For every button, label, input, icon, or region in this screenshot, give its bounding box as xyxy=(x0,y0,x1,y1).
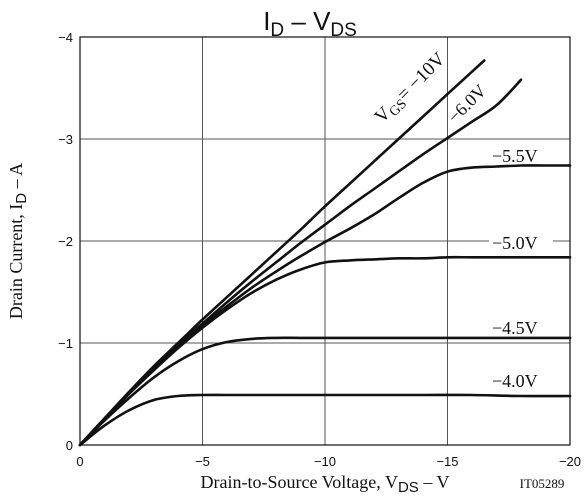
y-tick-label: −4 xyxy=(58,30,73,45)
x-tick-label: −10 xyxy=(314,454,336,469)
y-tick-labels: 0 −1 −2 −3 −4 xyxy=(58,30,73,453)
chart-title: ID – VDS xyxy=(263,6,357,41)
label-5-5v: −5.5V xyxy=(492,146,538,166)
label-6v: −6.0V xyxy=(444,80,490,126)
x-tick-label: −20 xyxy=(559,454,581,469)
label-4v: −4.0V xyxy=(492,371,538,391)
y-tick-label: −2 xyxy=(58,234,73,249)
x-tick-label: −5 xyxy=(195,454,210,469)
series-line-4 xyxy=(78,336,572,447)
label-4-5v: −4.5V xyxy=(492,318,538,338)
label-5v-bg xyxy=(489,233,553,253)
x-axis-label: Drain-to-Source Voltage, VDS – V xyxy=(201,472,450,496)
label-vgs-10v: VGS= −10V xyxy=(371,48,452,129)
series-line-3 xyxy=(78,255,572,447)
label-5v: −5.0V xyxy=(492,233,538,253)
y-tick-label: −1 xyxy=(58,336,73,351)
y-tick-label: 0 xyxy=(66,438,73,453)
x-tick-label: −15 xyxy=(436,454,458,469)
figure-code: IT05289 xyxy=(520,476,565,491)
x-tick-label: 0 xyxy=(76,454,83,469)
y-axis-label: Drain Current, ID – A xyxy=(6,163,30,319)
series-line-2 xyxy=(78,164,572,447)
series-lines xyxy=(78,59,572,447)
y-tick-label: −3 xyxy=(58,132,73,147)
x-tick-labels: 0 −5 −10 −15 −20 xyxy=(76,454,581,469)
series-line-1 xyxy=(78,78,523,447)
series-line-5 xyxy=(78,393,572,447)
plot-frame xyxy=(79,36,571,446)
